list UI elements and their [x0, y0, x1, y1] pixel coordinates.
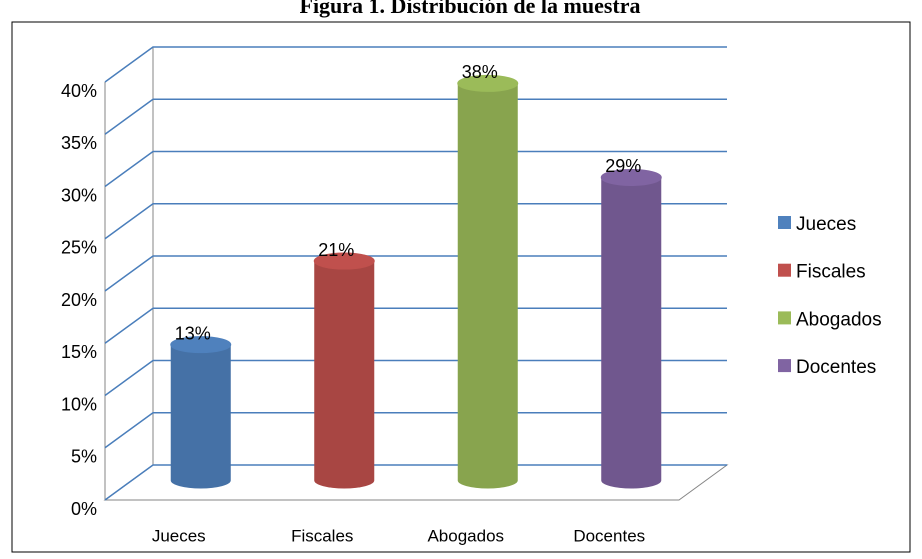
grid-line [104, 412, 727, 449]
bar-top [170, 336, 232, 354]
x-tick-label: Jueces [152, 526, 206, 545]
y-tick-label: 40% [61, 81, 97, 101]
grid-line [104, 255, 727, 292]
legend-swatch [778, 216, 791, 229]
bar-top [600, 168, 662, 186]
y-tick-label: 25% [61, 238, 97, 258]
bar [601, 177, 662, 489]
bar-top [313, 252, 375, 270]
x-tick-label: Docentes [573, 526, 645, 545]
y-tick-label: 10% [61, 394, 97, 414]
bar-shade [601, 177, 662, 489]
bar-shade [457, 83, 518, 489]
data-label: 29% [605, 156, 641, 176]
bar-top [457, 74, 519, 92]
grid-line [104, 46, 727, 83]
bar [314, 261, 375, 489]
grid-line [104, 150, 727, 188]
bar-shade [314, 261, 375, 489]
grid-line [104, 203, 727, 240]
bar [170, 344, 231, 489]
y-tick-label: 35% [61, 133, 97, 153]
y-tick-label: 5% [71, 447, 97, 467]
y-tick-label: 30% [61, 185, 97, 205]
legend-label: Abogados [796, 309, 882, 330]
data-label: 21% [318, 240, 354, 260]
bar-shade [170, 344, 231, 489]
legend-label: Jueces [796, 214, 856, 235]
chart-title: Figura 1. Distribución de la muestra [300, 0, 641, 18]
legend-label: Fiscales [796, 262, 866, 283]
bar [457, 83, 518, 489]
legend-swatch [778, 263, 791, 277]
x-tick-label: Abogados [427, 526, 504, 545]
y-tick-label: 15% [61, 342, 97, 362]
y-tick-label: 0% [71, 499, 97, 519]
legend-label: Docentes [796, 357, 876, 378]
grid-line [104, 464, 727, 501]
data-label: 38% [462, 62, 498, 82]
grid-line [104, 307, 727, 344]
y-tick-label: 20% [61, 290, 97, 310]
legend-swatch [778, 359, 791, 373]
legend-swatch [778, 311, 791, 325]
grid-line [104, 359, 727, 397]
data-label: 13% [175, 323, 211, 343]
grid-line [104, 98, 727, 135]
x-tick-label: Fiscales [291, 526, 353, 545]
